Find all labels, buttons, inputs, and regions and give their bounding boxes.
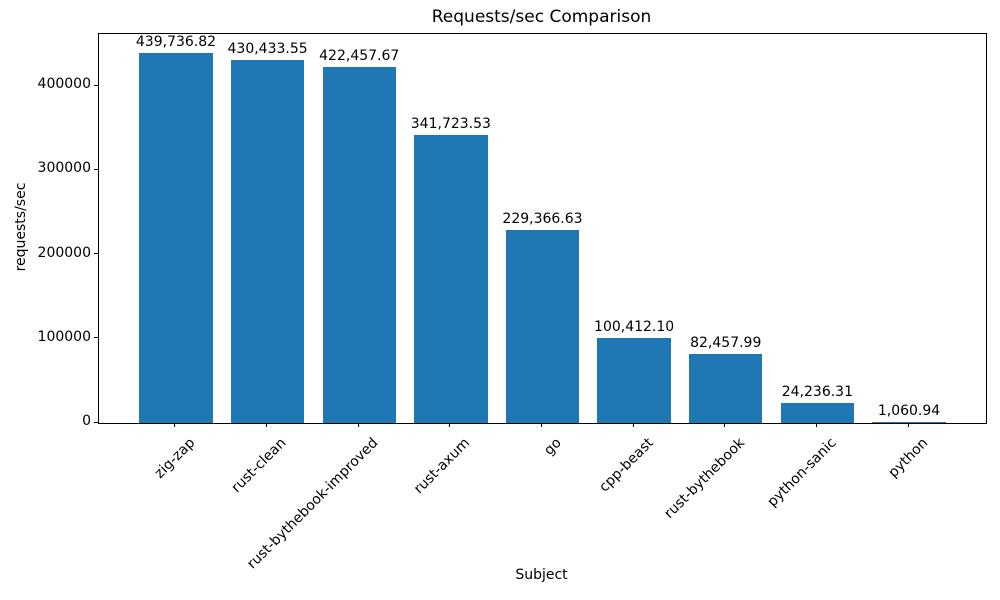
bar-value-label: 341,723.53 xyxy=(410,116,491,133)
x-tick-label: rust-bythebook xyxy=(661,435,749,522)
x-tick-mark xyxy=(357,423,359,427)
bar-value-label: 82,457.99 xyxy=(690,334,762,351)
x-tick-mark xyxy=(449,423,451,427)
bar-zig-zap xyxy=(139,52,213,423)
y-tick-mark xyxy=(94,253,98,254)
bar-rust-bythebook xyxy=(689,353,763,423)
x-tick-mark xyxy=(815,423,817,427)
x-tick-mark xyxy=(174,423,176,427)
bar-value-label: 430,433.55 xyxy=(227,41,308,58)
x-axis-label: Subject xyxy=(515,567,568,583)
bar-cpp-beast xyxy=(597,338,671,423)
y-tick-label: 400000 xyxy=(37,76,91,92)
bar-go xyxy=(505,229,580,423)
x-tick-label: go xyxy=(541,435,565,459)
chart-title: Requests/sec Comparison xyxy=(431,7,652,27)
plot-area: 439,736.82 430,433.55 422,457.67 341,723.53… xyxy=(98,33,987,424)
bar-rust-bythebook-improved xyxy=(322,67,396,423)
y-tick-label: 0 xyxy=(82,413,91,429)
bar-value-label: 439,736.82 xyxy=(135,33,217,50)
x-tick-mark xyxy=(541,423,542,427)
bar-value-label: 229,366.63 xyxy=(502,210,583,227)
bar-value-label: 24,236.31 xyxy=(781,383,854,400)
x-tick-label: python-sanic xyxy=(764,435,840,511)
bar-rust-clean xyxy=(230,60,305,423)
y-tick-mark xyxy=(94,337,98,339)
y-tick-label: 300000 xyxy=(37,160,91,177)
bar-python-sanic xyxy=(780,402,855,423)
bar-python xyxy=(872,422,946,424)
x-tick-mark xyxy=(266,423,268,427)
bar-value-label: 1,060.94 xyxy=(877,403,941,420)
x-tick-mark xyxy=(907,423,909,427)
bar-value-label: 422,457.67 xyxy=(319,48,400,65)
x-tick-label: rust-axum xyxy=(411,435,474,498)
y-tick-mark xyxy=(94,84,98,86)
y-tick-mark xyxy=(94,421,98,423)
x-tick-label: zig-zap xyxy=(151,435,199,482)
y-tick-mark xyxy=(94,168,98,170)
bar-value-label: 100,412.10 xyxy=(594,319,675,336)
x-tick-mark xyxy=(724,423,726,427)
bar-rust-axum xyxy=(414,135,488,423)
x-tick-label: python xyxy=(885,435,932,481)
x-tick-label: rust-clean xyxy=(229,435,290,496)
x-tick-label: cpp-beast xyxy=(596,435,657,496)
x-tick-mark xyxy=(632,423,634,427)
y-tick-label: 200000 xyxy=(37,244,91,261)
y-tick-label: 100000 xyxy=(37,328,91,345)
